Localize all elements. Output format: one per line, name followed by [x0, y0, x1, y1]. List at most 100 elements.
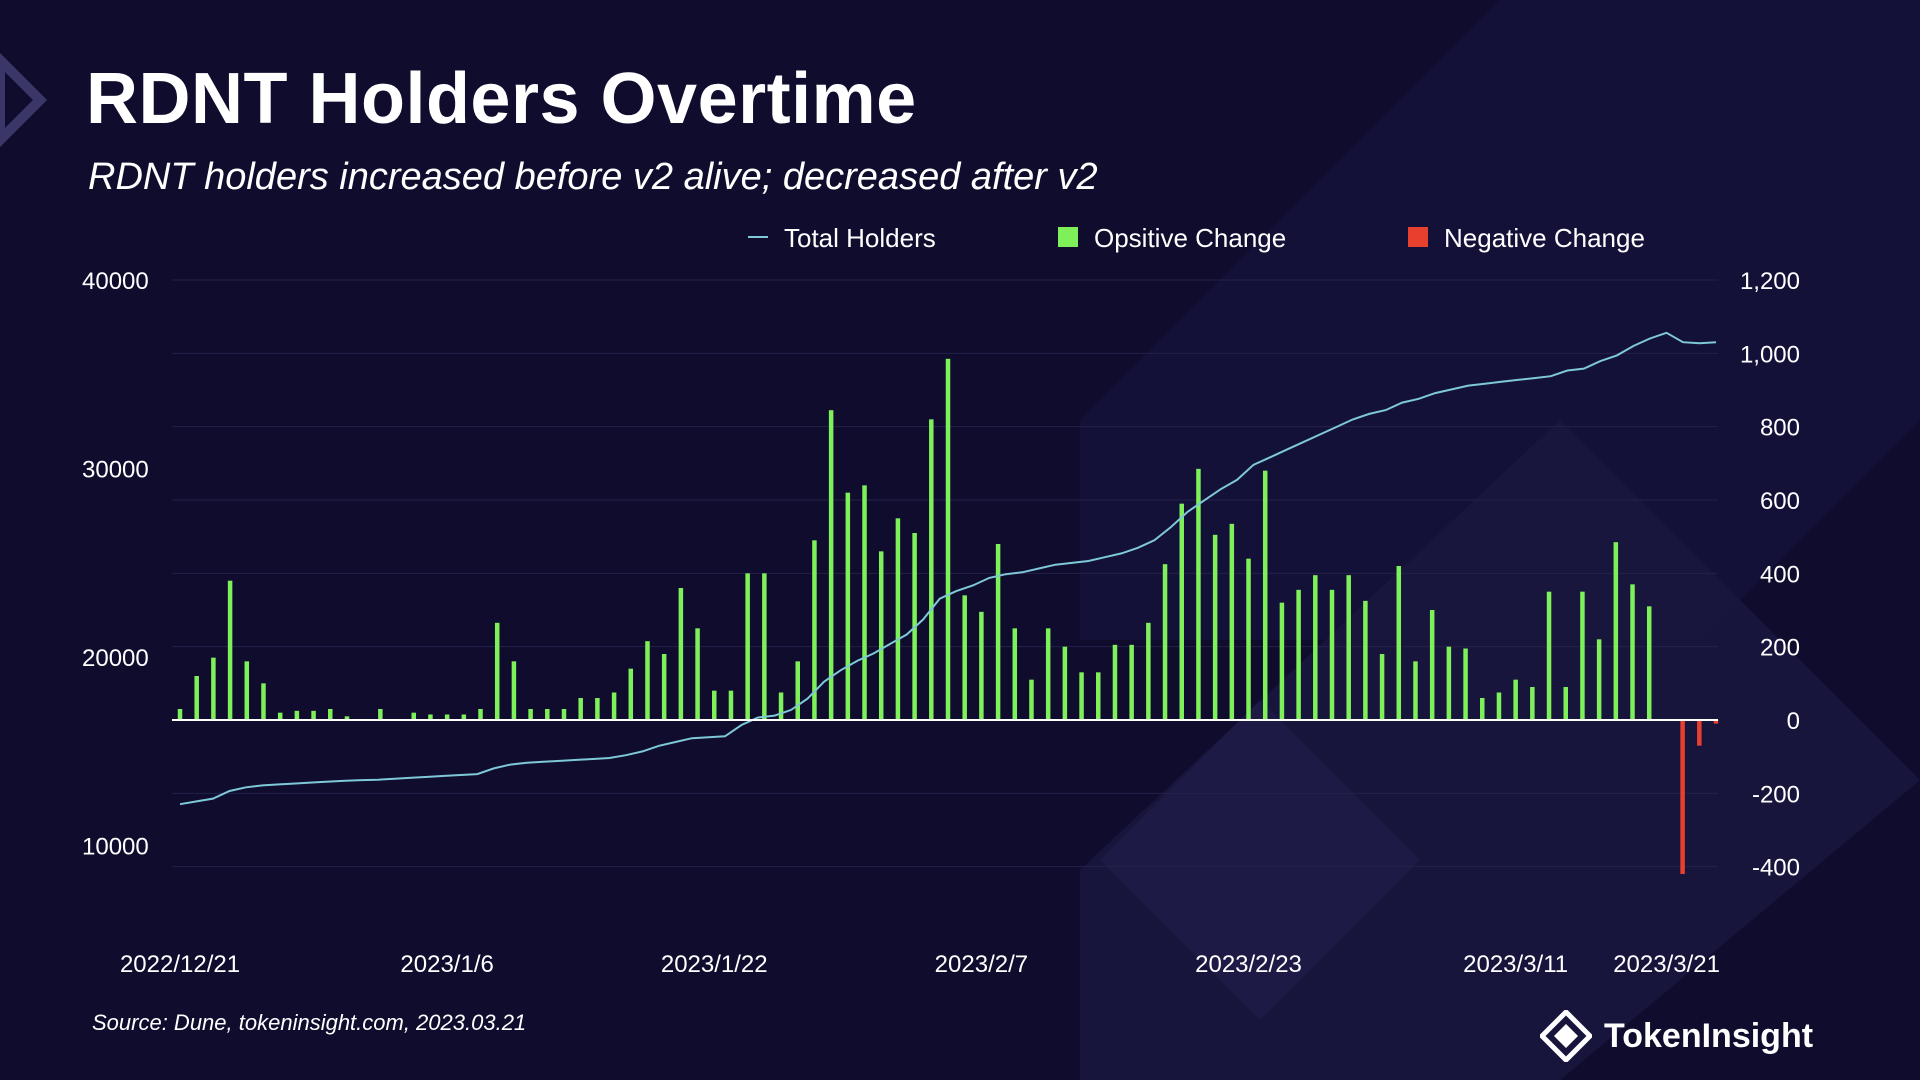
bars [177, 358, 1719, 874]
right-axis-tick-label: 1,200 [1740, 268, 1800, 295]
positive-change-bar [411, 712, 416, 720]
left-axis-tick-label: 10000 [82, 834, 149, 861]
legend-label: Total Holders [784, 223, 936, 253]
positive-change-bar [1463, 648, 1468, 720]
positive-change-bar [478, 709, 483, 720]
positive-change-bar [1530, 687, 1535, 720]
positive-change-bar [1229, 523, 1235, 720]
positive-change-bar [878, 551, 884, 720]
positive-change-bar [1580, 591, 1585, 720]
positive-change-bar [328, 709, 333, 720]
positive-change-bar [812, 540, 817, 720]
positive-change-bar [1313, 575, 1318, 720]
positive-change-bar [1496, 692, 1502, 720]
legend-label: Negative Change [1444, 223, 1645, 253]
positive-change-bar [1446, 646, 1452, 720]
positive-change-bar [1346, 575, 1351, 720]
positive-change-bar [1012, 628, 1018, 720]
positive-change-bar [628, 668, 634, 720]
brand-name: TokenInsight [1604, 1016, 1814, 1055]
positive-change-bar [511, 661, 517, 720]
positive-change-bar [745, 573, 750, 720]
positive-change-bar [311, 710, 316, 720]
positive-change-bar [695, 628, 700, 720]
positive-change-bar [494, 622, 500, 720]
positive-change-bar [1363, 600, 1368, 720]
positive-change-bar [678, 588, 684, 720]
right-axis-tick-label: -400 [1752, 855, 1800, 882]
positive-change-bar [461, 714, 467, 720]
positive-change-bar [728, 690, 734, 720]
positive-change-bar [1513, 679, 1518, 720]
right-axis-tick-label: -200 [1752, 781, 1800, 808]
positive-change-bar [1296, 589, 1301, 720]
positive-change-bar [1429, 610, 1435, 720]
positive-change-bar [595, 698, 600, 720]
x-axis-tick-label: 2023/1/6 [400, 951, 493, 978]
positive-change-bar [995, 544, 1001, 720]
positive-change-bar [1262, 470, 1268, 720]
legend-label: Opsitive Change [1094, 223, 1286, 253]
x-axis-tick-label: 2022/12/21 [120, 951, 240, 978]
positive-change-bar [1413, 661, 1418, 720]
positive-change-bar [1279, 602, 1285, 720]
positive-change-bar [1146, 622, 1151, 720]
positive-change-bar [261, 683, 266, 720]
positive-change-bar [895, 518, 901, 720]
positive-change-bar [1246, 558, 1251, 720]
positive-change-bar [1596, 639, 1602, 720]
negative-change-bar [1713, 720, 1719, 724]
positive-change-bar [645, 641, 650, 720]
x-axis-tick-label: 2023/2/23 [1195, 951, 1302, 978]
positive-change-bar [845, 492, 851, 720]
positive-change-bar [378, 709, 383, 720]
positive-change-bar [661, 654, 667, 720]
positive-change-bar [1212, 534, 1218, 720]
left-axis-tick-label: 40000 [82, 268, 149, 295]
chart-subtitle: RDNT holders increased before v2 alive; … [88, 156, 1098, 198]
positive-change-bar [578, 698, 583, 720]
positive-change-bar [1096, 672, 1101, 720]
positive-change-bar [1563, 687, 1568, 720]
positive-change-bar [778, 692, 784, 720]
positive-change-bar [1045, 628, 1051, 720]
chart-title: RDNT Holders Overtime [86, 59, 917, 139]
positive-change-bar [1630, 584, 1635, 720]
right-axis-tick-label: 1,000 [1740, 341, 1800, 368]
positive-change-bar [945, 358, 951, 720]
positive-change-bar [1079, 672, 1084, 720]
positive-change-bar [177, 709, 183, 720]
positive-change-bar [929, 419, 934, 720]
positive-change-bar [1379, 654, 1385, 720]
positive-change-bar [194, 676, 199, 720]
legend: Total Holders Opsitive Change Negative Cha… [748, 223, 1645, 253]
right-axis-tick-label: 800 [1760, 415, 1800, 442]
positive-change-bar [828, 410, 834, 720]
x-axis-tick-label: 2023/1/22 [661, 951, 768, 978]
left-axis-tick-label: 30000 [82, 457, 149, 484]
positive-change-bar [211, 657, 216, 720]
negative-change-bar [1697, 720, 1702, 746]
positive-change-bar [277, 712, 283, 720]
tokeninsight-logo-icon [1540, 1010, 1592, 1062]
positive-change-bar [1646, 606, 1652, 720]
positive-change-bar [1062, 646, 1068, 720]
positive-change-bar [1179, 503, 1184, 720]
x-axis-tick-label: 2023/3/11 [1463, 951, 1568, 978]
positive-change-bar [962, 595, 967, 720]
positive-change-bar [545, 709, 550, 720]
axes: 10000 20000 30000 40000 -400 -200 0 200 400 600 80… [82, 268, 1800, 978]
positive-change-bar [428, 714, 433, 720]
positive-change-bar [528, 709, 533, 720]
positive-change-bar [712, 690, 717, 720]
total-holders-line [179, 331, 1717, 806]
positive-change-bar [762, 573, 767, 720]
positive-change-bar [1546, 591, 1552, 720]
positive-change-bar [227, 580, 233, 720]
positive-change-bar [294, 710, 300, 720]
x-axis-tick-label: 2023/2/7 [935, 951, 1028, 978]
legend-color-swatch [1408, 227, 1428, 247]
positive-change-bar [795, 661, 800, 720]
total-holders-line-group [179, 331, 1717, 806]
